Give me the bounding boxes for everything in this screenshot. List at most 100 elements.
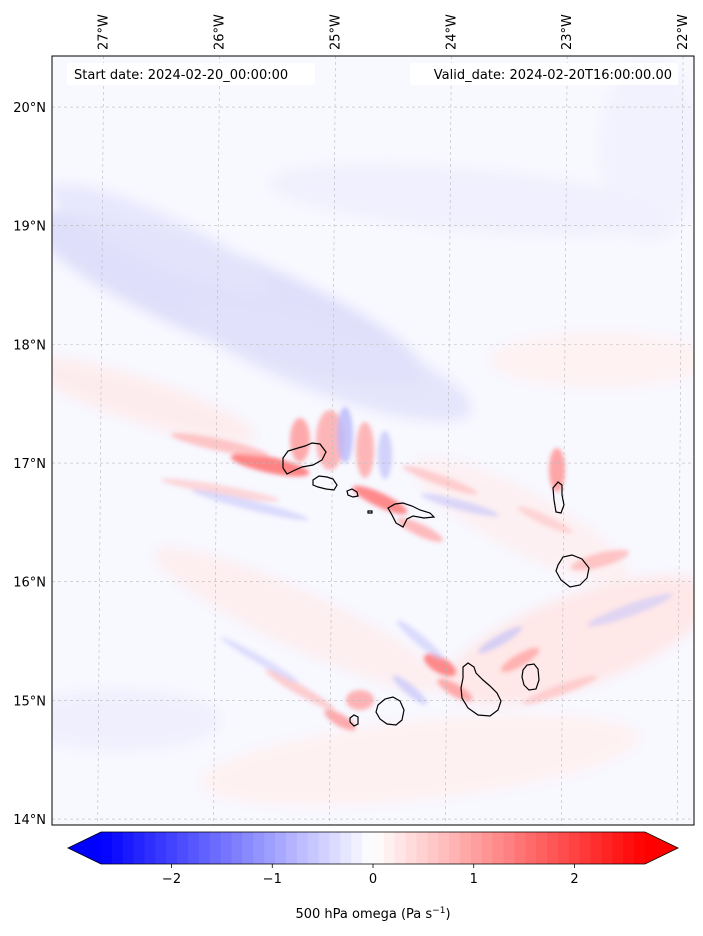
colorbar-segment <box>296 832 309 864</box>
colorbar-segment <box>275 832 287 864</box>
start-date-label: Start date: 2024-02-20_00:00:00 <box>74 68 288 83</box>
colorbar-segment <box>557 832 570 864</box>
colorbar-segment <box>264 832 276 864</box>
colorbar-segment <box>427 832 439 864</box>
date-labels: Start date: 2024-02-20_00:00:00 Valid_da… <box>67 63 678 85</box>
y-tick-label: 20°N <box>13 101 46 116</box>
colorbar-segment <box>144 832 156 864</box>
colorbar-segment <box>612 832 624 864</box>
colorbar-segment <box>438 832 450 864</box>
colorbar-segment <box>460 832 472 864</box>
colorbar-label: 500 hPa omega (Pa s−1) <box>295 906 450 922</box>
map-panel: Start date: 2024-02-20_00:00:00 Valid_da… <box>13 14 695 828</box>
colorbar-segment <box>449 832 461 864</box>
colorbar-segment <box>133 832 146 864</box>
colorbar-segment <box>155 832 167 864</box>
colorbar: −2 −1 0 1 2 500 hPa omega (Pa s−1) <box>67 831 679 922</box>
colorbar-segment <box>547 832 559 864</box>
gridline-lon-1 <box>213 55 220 826</box>
map-frame <box>51 55 695 826</box>
y-tick-label: 19°N <box>13 220 46 235</box>
colorbar-segment <box>188 832 200 864</box>
colorbar-segment <box>307 832 320 864</box>
island-brava <box>349 714 359 727</box>
island-maio <box>521 663 540 691</box>
colorbar-segment <box>623 832 635 864</box>
colorbar-segment <box>198 832 211 864</box>
y-tick-label: 14°N <box>13 813 46 828</box>
x-tick-label: 22°W <box>676 14 691 50</box>
colorbar-segment <box>590 832 602 864</box>
colorbar-segment <box>536 832 548 864</box>
colorbar-tick-label: −2 <box>162 872 181 887</box>
colorbar-segment <box>209 832 222 864</box>
colorbar-segment <box>481 832 494 864</box>
island-branco <box>367 510 373 514</box>
coastlines <box>282 442 590 727</box>
island-santo-antao <box>282 442 327 475</box>
y-axis-ticks: 14°N 15°N 16°N 17°N 18°N 19°N 20°N <box>13 101 46 828</box>
x-tick-label: 24°W <box>444 14 459 50</box>
colorbar-segment <box>416 832 428 864</box>
island-fogo <box>375 696 405 726</box>
colorbar-segment <box>101 832 113 864</box>
y-tick-label: 15°N <box>13 694 46 709</box>
x-axis-ticks: 27°W 26°W 25°W 24°W 23°W 22°W <box>97 14 691 50</box>
gridline-lon-5 <box>676 55 684 826</box>
colorbar-segment <box>351 832 363 864</box>
valid-date-box <box>410 63 678 85</box>
island-santa-luzia <box>346 488 359 498</box>
colorbar-segment <box>231 832 243 864</box>
colorbar-label-text: 500 hPa omega (Pa s <box>295 907 432 922</box>
colorbar-segment <box>285 832 298 864</box>
colorbar-segment <box>242 832 254 864</box>
colorbar-segment <box>177 832 189 864</box>
colorbar-tick-label: 2 <box>570 872 578 887</box>
colorbar-segment <box>122 832 135 864</box>
island-boa-vista <box>555 554 590 588</box>
colorbar-segment <box>373 832 385 864</box>
colorbar-segment <box>166 832 178 864</box>
x-tick-label: 23°W <box>560 14 575 50</box>
colorbar-ticks: −2 −1 0 1 2 <box>162 864 579 887</box>
y-tick-label: 17°N <box>13 457 46 472</box>
colorbar-segment <box>514 832 526 864</box>
start-date-box <box>67 63 315 85</box>
colorbar-tick-label: 0 <box>369 872 377 887</box>
island-sao-nicolau <box>387 502 436 528</box>
colorbar-segment <box>340 832 352 864</box>
gridlines <box>52 55 694 826</box>
colorbar-segment <box>405 832 418 864</box>
colorbar-segment <box>394 832 407 864</box>
gridline-lon-3 <box>445 55 452 826</box>
x-tick-label: 26°W <box>213 14 228 50</box>
colorbar-segment <box>318 832 330 864</box>
colorbar-segment <box>503 832 515 864</box>
colorbar-segment <box>568 832 581 864</box>
island-santiago <box>460 662 502 717</box>
island-sal <box>552 481 565 514</box>
island-sao-vicente <box>312 475 338 491</box>
colorbar-segments <box>101 832 646 864</box>
colorbar-segment <box>329 832 341 864</box>
colorbar-segment <box>525 832 537 864</box>
y-tick-label: 18°N <box>13 338 46 353</box>
x-tick-label: 27°W <box>97 14 112 50</box>
colorbar-segment <box>111 832 124 864</box>
omega-field <box>52 60 694 806</box>
colorbar-high-extend <box>645 832 678 864</box>
colorbar-segment <box>253 832 265 864</box>
colorbar-segment <box>383 832 396 864</box>
colorbar-segment <box>470 832 483 864</box>
colorbar-tick-label: 1 <box>470 872 478 887</box>
colorbar-segment <box>601 832 613 864</box>
colorbar-outline <box>67 831 679 865</box>
x-tick-label: 25°W <box>328 14 343 50</box>
colorbar-segment <box>220 832 233 864</box>
colorbar-segment <box>579 832 592 864</box>
colorbar-segment <box>492 832 505 864</box>
valid-date-label: Valid_date: 2024-02-20T16:00:00.00 <box>434 68 672 83</box>
gridline-lon-4 <box>560 55 568 826</box>
colorbar-segment <box>362 832 374 864</box>
